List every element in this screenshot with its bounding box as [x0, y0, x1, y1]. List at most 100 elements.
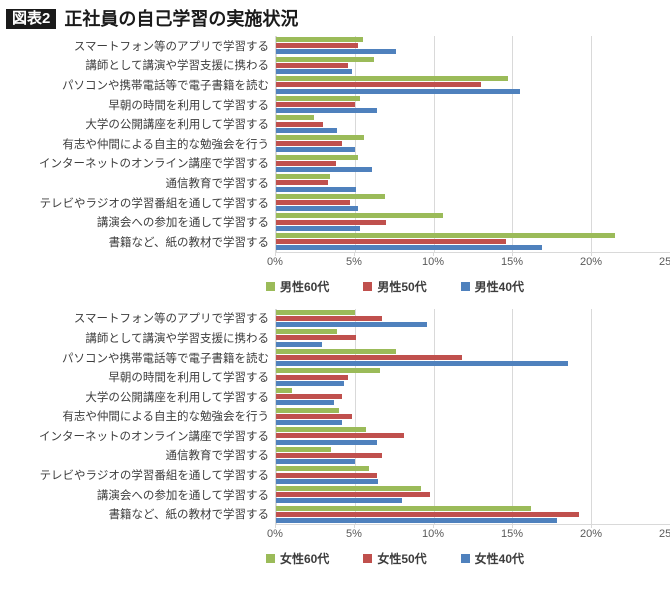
chart-male-category-label: 早朝の時間を利用して学習する: [108, 99, 269, 112]
chart-male-category-label: 講演会への参加を通して学習する: [96, 217, 269, 230]
chart-female-category-label: 早朝の時間を利用して学習する: [108, 372, 269, 385]
chart-male-tick-label: 25%: [658, 255, 670, 268]
tick-mark: [433, 525, 434, 529]
bar-female-series2: [276, 400, 335, 406]
chart-male-category-label: インターネットのオンライン講座で学習する: [39, 158, 269, 171]
chart-male-category-label: パソコンや携帯電話等で電子書籍を読む: [62, 79, 269, 92]
chart-female-bar-group: [276, 348, 670, 368]
bar-female-series2: [276, 419, 343, 425]
chart-female-bar-group: [276, 446, 670, 466]
bar-male-series1: [276, 43, 358, 49]
bar-female-series1: [276, 452, 382, 458]
chart-male-tick-label: 10%: [421, 255, 445, 268]
tick-mark: [275, 252, 276, 256]
bar-male-series0: [276, 233, 615, 239]
chart-male-bar-group: [276, 114, 670, 134]
bar-female-series0: [276, 446, 332, 452]
bar-male-series0: [276, 154, 358, 160]
chart-female-category-label: インターネットのオンライン講座で学習する: [39, 430, 269, 443]
chart-male-category-label: スマートフォン等のアプリで学習する: [73, 40, 269, 53]
bar-female-series2: [276, 517, 557, 523]
bar-male-series1: [276, 121, 324, 127]
chart-male-legend-item[interactable]: 男性40代: [460, 278, 524, 295]
bar-female-series0: [276, 466, 369, 472]
chart-female-axis-line: [275, 524, 670, 526]
chart-female-legend-item[interactable]: 女性40代: [460, 550, 525, 567]
chart-female-legend-item[interactable]: 女性50代: [363, 550, 427, 567]
bar-male-series2: [276, 88, 521, 94]
bar-male-series2: [276, 167, 373, 173]
bar-female-series0: [276, 368, 381, 374]
bar-female-series1: [276, 472, 377, 478]
chart-male-tick-label: 0%: [267, 255, 283, 268]
chart-male-legend-item[interactable]: 男性60代: [265, 278, 329, 295]
legend-label: 女性60代: [279, 552, 330, 567]
chart-female-tick-label: 20%: [579, 528, 603, 541]
legend-swatch-icon: [363, 281, 373, 291]
legend-swatch-icon: [265, 281, 275, 291]
chart-female-bar-group: [276, 465, 670, 485]
bar-male-series2: [276, 186, 357, 192]
tick-mark: [354, 525, 355, 529]
bar-female-series2: [276, 459, 355, 465]
bar-male-series1: [276, 200, 351, 206]
chart-female-category-label: 大学の公開講座を利用して学習する: [85, 391, 269, 404]
chart-female-bar-group: [276, 504, 670, 524]
chart-female: スマートフォン等のアプリで学習する 講師として講演や学習支援に携わる パソコンや携帯…: [0, 308, 670, 568]
legend-label: 女性40代: [474, 552, 525, 567]
chart-female-category-label: 書籍など、紙の教材で学習する: [108, 509, 269, 522]
chart-male-bar-group: [276, 154, 670, 174]
chart-female-category-label: 通信教育で学習する: [165, 450, 270, 463]
bar-female-series0: [276, 505, 532, 511]
bar-male-series1: [276, 160, 336, 166]
bar-female-series2: [276, 498, 403, 504]
legend-swatch-icon: [460, 554, 470, 564]
bar-female-series1: [276, 511, 579, 517]
chart-male-bar-group: [276, 36, 670, 56]
bar-male-series0: [276, 115, 314, 121]
chart-male-bar-group: [276, 212, 670, 232]
chart-female-bar-group: [276, 407, 670, 427]
bar-female-series1: [276, 355, 462, 361]
chart-male-category-label: 書籍など、紙の教材で学習する: [108, 236, 269, 249]
chart-female-legend-item[interactable]: 女性60代: [265, 550, 330, 567]
tick-mark: [591, 525, 592, 529]
chart-male-legend-item[interactable]: 男性50代: [363, 278, 427, 295]
page-title: 図表2 正社員の自己学習の実施状況: [0, 0, 670, 36]
chart-male-legend: 男性60代 男性50代 男性40代: [0, 273, 670, 295]
bar-female-series0: [276, 348, 396, 354]
chart-female-category-axis: スマートフォン等のアプリで学習する 講師として講演や学習支援に携わる パソコンや携帯…: [0, 309, 275, 525]
chart-male-bar-group: [276, 95, 670, 115]
bar-female-series2: [276, 380, 344, 386]
bar-male-series2: [276, 127, 338, 133]
bar-female-series0: [276, 309, 355, 315]
bar-female-series2: [276, 478, 379, 484]
bar-male-series0: [276, 37, 363, 43]
chart-male-bars: [276, 36, 670, 252]
chart-male-category-label: 大学の公開講座を利用して学習する: [85, 119, 269, 132]
bar-male-series0: [276, 135, 365, 141]
bar-male-series0: [276, 213, 444, 219]
bar-male-series0: [276, 174, 330, 180]
chart-female-tick-label: 25%: [658, 528, 670, 541]
chart-female-legend: 女性60代 女性50代 女性40代: [0, 545, 670, 567]
bar-male-series2: [276, 69, 352, 75]
bar-male-series0: [276, 95, 360, 101]
chart-female-tick-label: 10%: [421, 528, 445, 541]
chart-male-bar-group: [276, 56, 670, 76]
bar-female-series1: [276, 492, 431, 498]
bar-female-series1: [276, 433, 404, 439]
chart-male: スマートフォン等のアプリで学習する講師として講演や学習支援に携わるパソコンや携帯…: [0, 36, 670, 295]
bar-male-series2: [276, 49, 396, 55]
chart-female-bar-group: [276, 426, 670, 446]
bar-female-series1: [276, 394, 343, 400]
chart-male-category-axis: スマートフォン等のアプリで学習する講師として講演や学習支援に携わるパソコンや携帯…: [0, 36, 275, 252]
chart-female-bar-group: [276, 485, 670, 505]
bar-male-series1: [276, 141, 343, 147]
chart-female-category-label: パソコンや携帯電話等で電子書籍を読む: [62, 352, 269, 365]
chart-male-plot-area: [275, 36, 670, 252]
chart-male-category-label: 講師として講演や学習支援に携わる: [85, 60, 269, 73]
chart-male-axis-line: [275, 251, 670, 253]
chart-female-category-label: スマートフォン等のアプリで学習する: [73, 313, 269, 326]
bar-male-series1: [276, 82, 481, 88]
